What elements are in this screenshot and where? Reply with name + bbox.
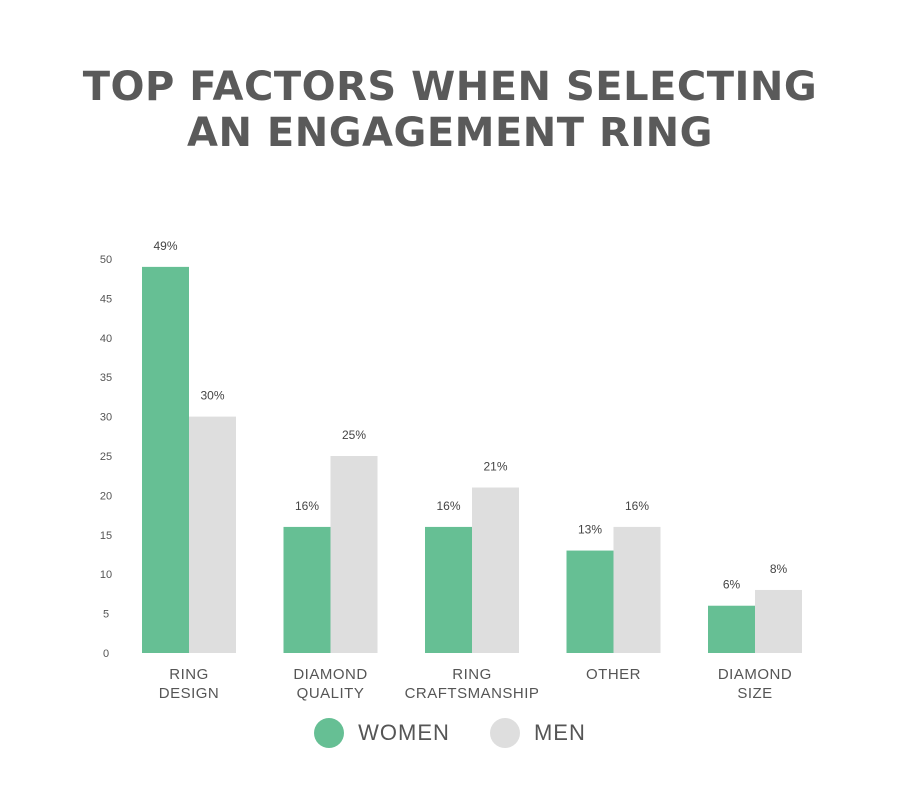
data-label: 30%: [200, 389, 224, 403]
y-tick-label: 30: [100, 412, 112, 424]
legend-item-women: WOMEN: [314, 718, 450, 748]
data-label: 16%: [295, 499, 319, 513]
legend-swatch-women: [314, 718, 345, 748]
y-tick-label: 35: [100, 372, 112, 384]
data-label: 16%: [436, 499, 460, 513]
bar-women: [425, 526, 472, 653]
y-tick-label: 50: [100, 254, 112, 266]
bar-women: [566, 550, 614, 653]
bar-men: [330, 456, 378, 653]
data-label: 25%: [342, 428, 366, 442]
category-label: CRAFTSMANSHIP: [405, 685, 540, 702]
data-label: 21%: [483, 460, 507, 474]
y-tick-label: 0: [103, 648, 109, 660]
category-label: DIAMOND: [718, 666, 792, 683]
data-label: 8%: [770, 562, 788, 576]
y-tick-label: 40: [100, 333, 112, 345]
bar-women: [283, 526, 331, 653]
y-tick-label: 45: [100, 293, 112, 305]
legend-label-men: MEN: [533, 720, 586, 745]
y-tick-label: 10: [100, 569, 112, 581]
legend-item-men: MEN: [489, 718, 586, 748]
legend: WOMEN MEN: [0, 718, 900, 748]
data-label: 49%: [153, 239, 177, 253]
category-label: SIZE: [737, 685, 772, 702]
data-label: 13%: [578, 523, 602, 537]
y-tick-label: 20: [100, 490, 112, 502]
bar-men: [189, 416, 236, 653]
y-tick-label: 25: [100, 451, 112, 463]
bar-women: [708, 605, 755, 653]
category-label: QUALITY: [297, 685, 365, 702]
category-label: RING: [169, 666, 209, 683]
category-label: RING: [452, 666, 492, 683]
data-label: 16%: [625, 499, 649, 513]
category-label: DESIGN: [159, 685, 220, 702]
bar-men: [472, 487, 519, 653]
category-label: OTHER: [586, 666, 641, 683]
bar-men: [755, 589, 802, 653]
legend-swatch-men: [489, 718, 520, 748]
legend-label-women: WOMEN: [358, 720, 450, 745]
bar-women: [142, 266, 189, 653]
category-label: DIAMOND: [293, 666, 367, 683]
y-tick-label: 15: [100, 530, 112, 542]
bar-men: [613, 526, 661, 653]
y-tick-label: 5: [103, 609, 109, 621]
chart-title-line-2: AN ENGAGEMENT RING: [187, 110, 713, 156]
data-label: 6%: [723, 578, 741, 592]
chart-title: TOP FACTORS WHEN SELECTING AN ENGAGEMENT…: [0, 64, 900, 156]
chart-title-line-1: TOP FACTORS WHEN SELECTING: [82, 64, 818, 110]
